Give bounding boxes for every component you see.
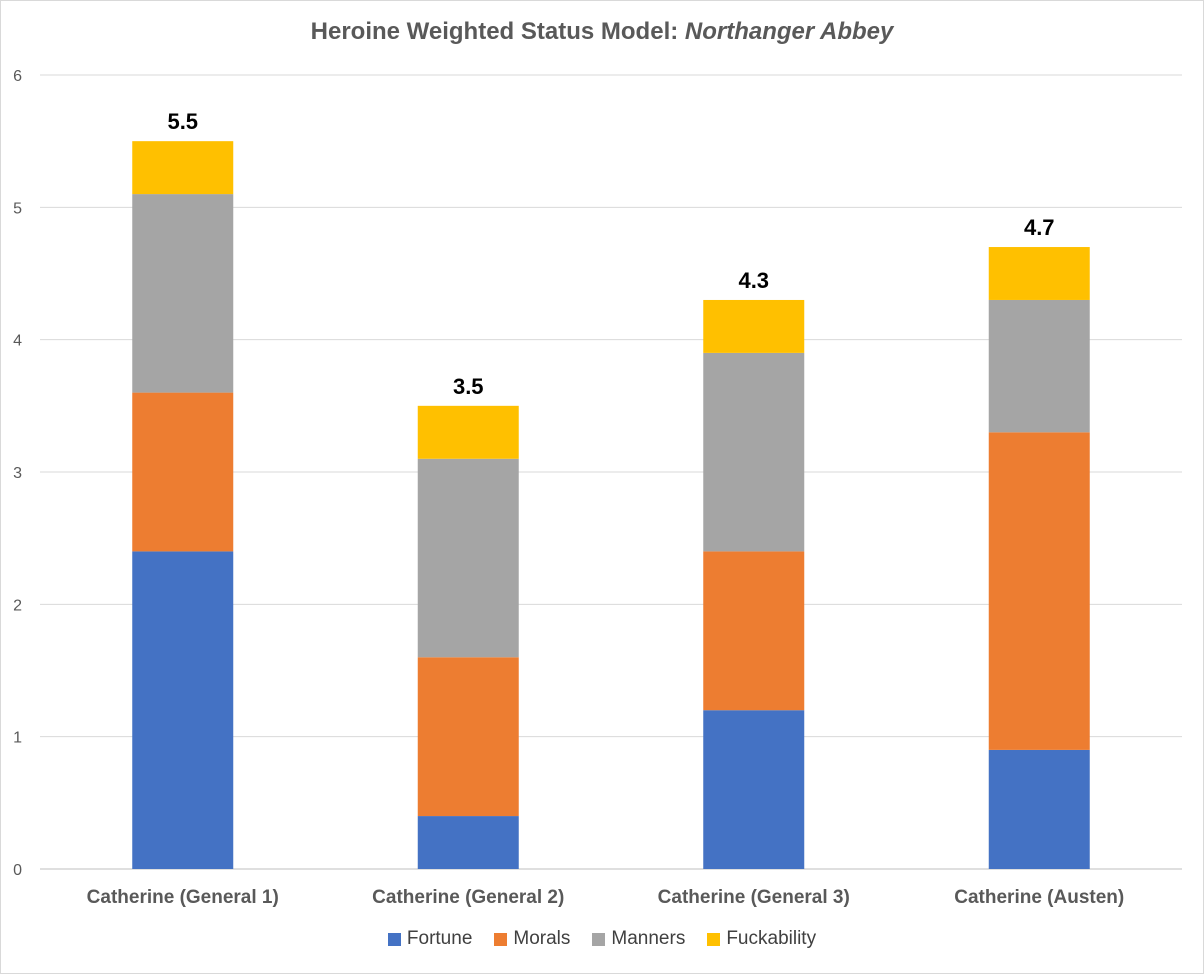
bar-segment-manners	[988, 299, 1090, 433]
bar-segment-fortune	[703, 710, 805, 869]
legend-label: Fortune	[406, 928, 473, 949]
bar-segment-morals	[703, 551, 805, 711]
y-tick-label: 2	[13, 597, 22, 614]
legend-label: Morals	[513, 928, 571, 949]
bar-segment-manners	[703, 352, 805, 552]
chart-title-italic: Northanger Abbey	[684, 18, 894, 45]
legend-label: Fuckability	[726, 928, 817, 949]
y-tick-label: 5	[13, 200, 22, 217]
x-tick-label: Catherine (General 1)	[87, 887, 279, 908]
legend-item: Fuckability	[707, 928, 816, 950]
data-label-total: 4.3	[738, 268, 769, 293]
bar-segment-fortune	[417, 816, 519, 869]
bar-segment-fuckability	[132, 141, 234, 195]
legend-label: Manners	[611, 928, 686, 949]
legend-swatch	[592, 932, 606, 946]
data-label-total: 3.5	[453, 374, 484, 399]
bar-segment-fortune	[988, 749, 1090, 869]
y-tick-label: 1	[13, 730, 22, 747]
legend-item: Morals	[494, 928, 570, 950]
bar-segment-morals	[417, 657, 519, 817]
bar-segment-manners	[132, 194, 234, 393]
chart-title-main: Heroine Weighted Status Model:	[310, 18, 685, 45]
legend-item: Manners	[592, 928, 685, 950]
y-tick-label: 0	[13, 862, 22, 879]
legend-swatch	[387, 932, 401, 946]
x-tick-label: Catherine (General 2)	[372, 887, 564, 908]
x-tick-label: Catherine (General 3)	[658, 887, 850, 908]
x-tick-label: Catherine (Austen)	[954, 887, 1124, 908]
y-tick-label: 4	[13, 333, 22, 350]
data-label-total: 4.7	[1024, 215, 1055, 240]
legend-swatch	[494, 932, 508, 946]
bar-segment-manners	[417, 458, 519, 658]
bar-segment-fuckability	[988, 247, 1090, 300]
legend: Fortune Morals Manners Fuckability	[0, 928, 1204, 950]
bar-segment-morals	[988, 432, 1090, 750]
bar-segment-morals	[132, 392, 234, 552]
legend-item: Fortune	[387, 928, 473, 950]
data-label-total: 5.5	[167, 109, 198, 134]
bar-segment-fortune	[132, 551, 234, 869]
bar-segment-fuckability	[703, 299, 805, 353]
legend-swatch	[707, 932, 721, 946]
y-tick-label: 3	[13, 465, 22, 482]
bar-segment-fuckability	[417, 405, 519, 459]
chart-title: Heroine Weighted Status Model: Northange…	[0, 18, 1204, 46]
y-tick-label: 6	[13, 68, 22, 85]
